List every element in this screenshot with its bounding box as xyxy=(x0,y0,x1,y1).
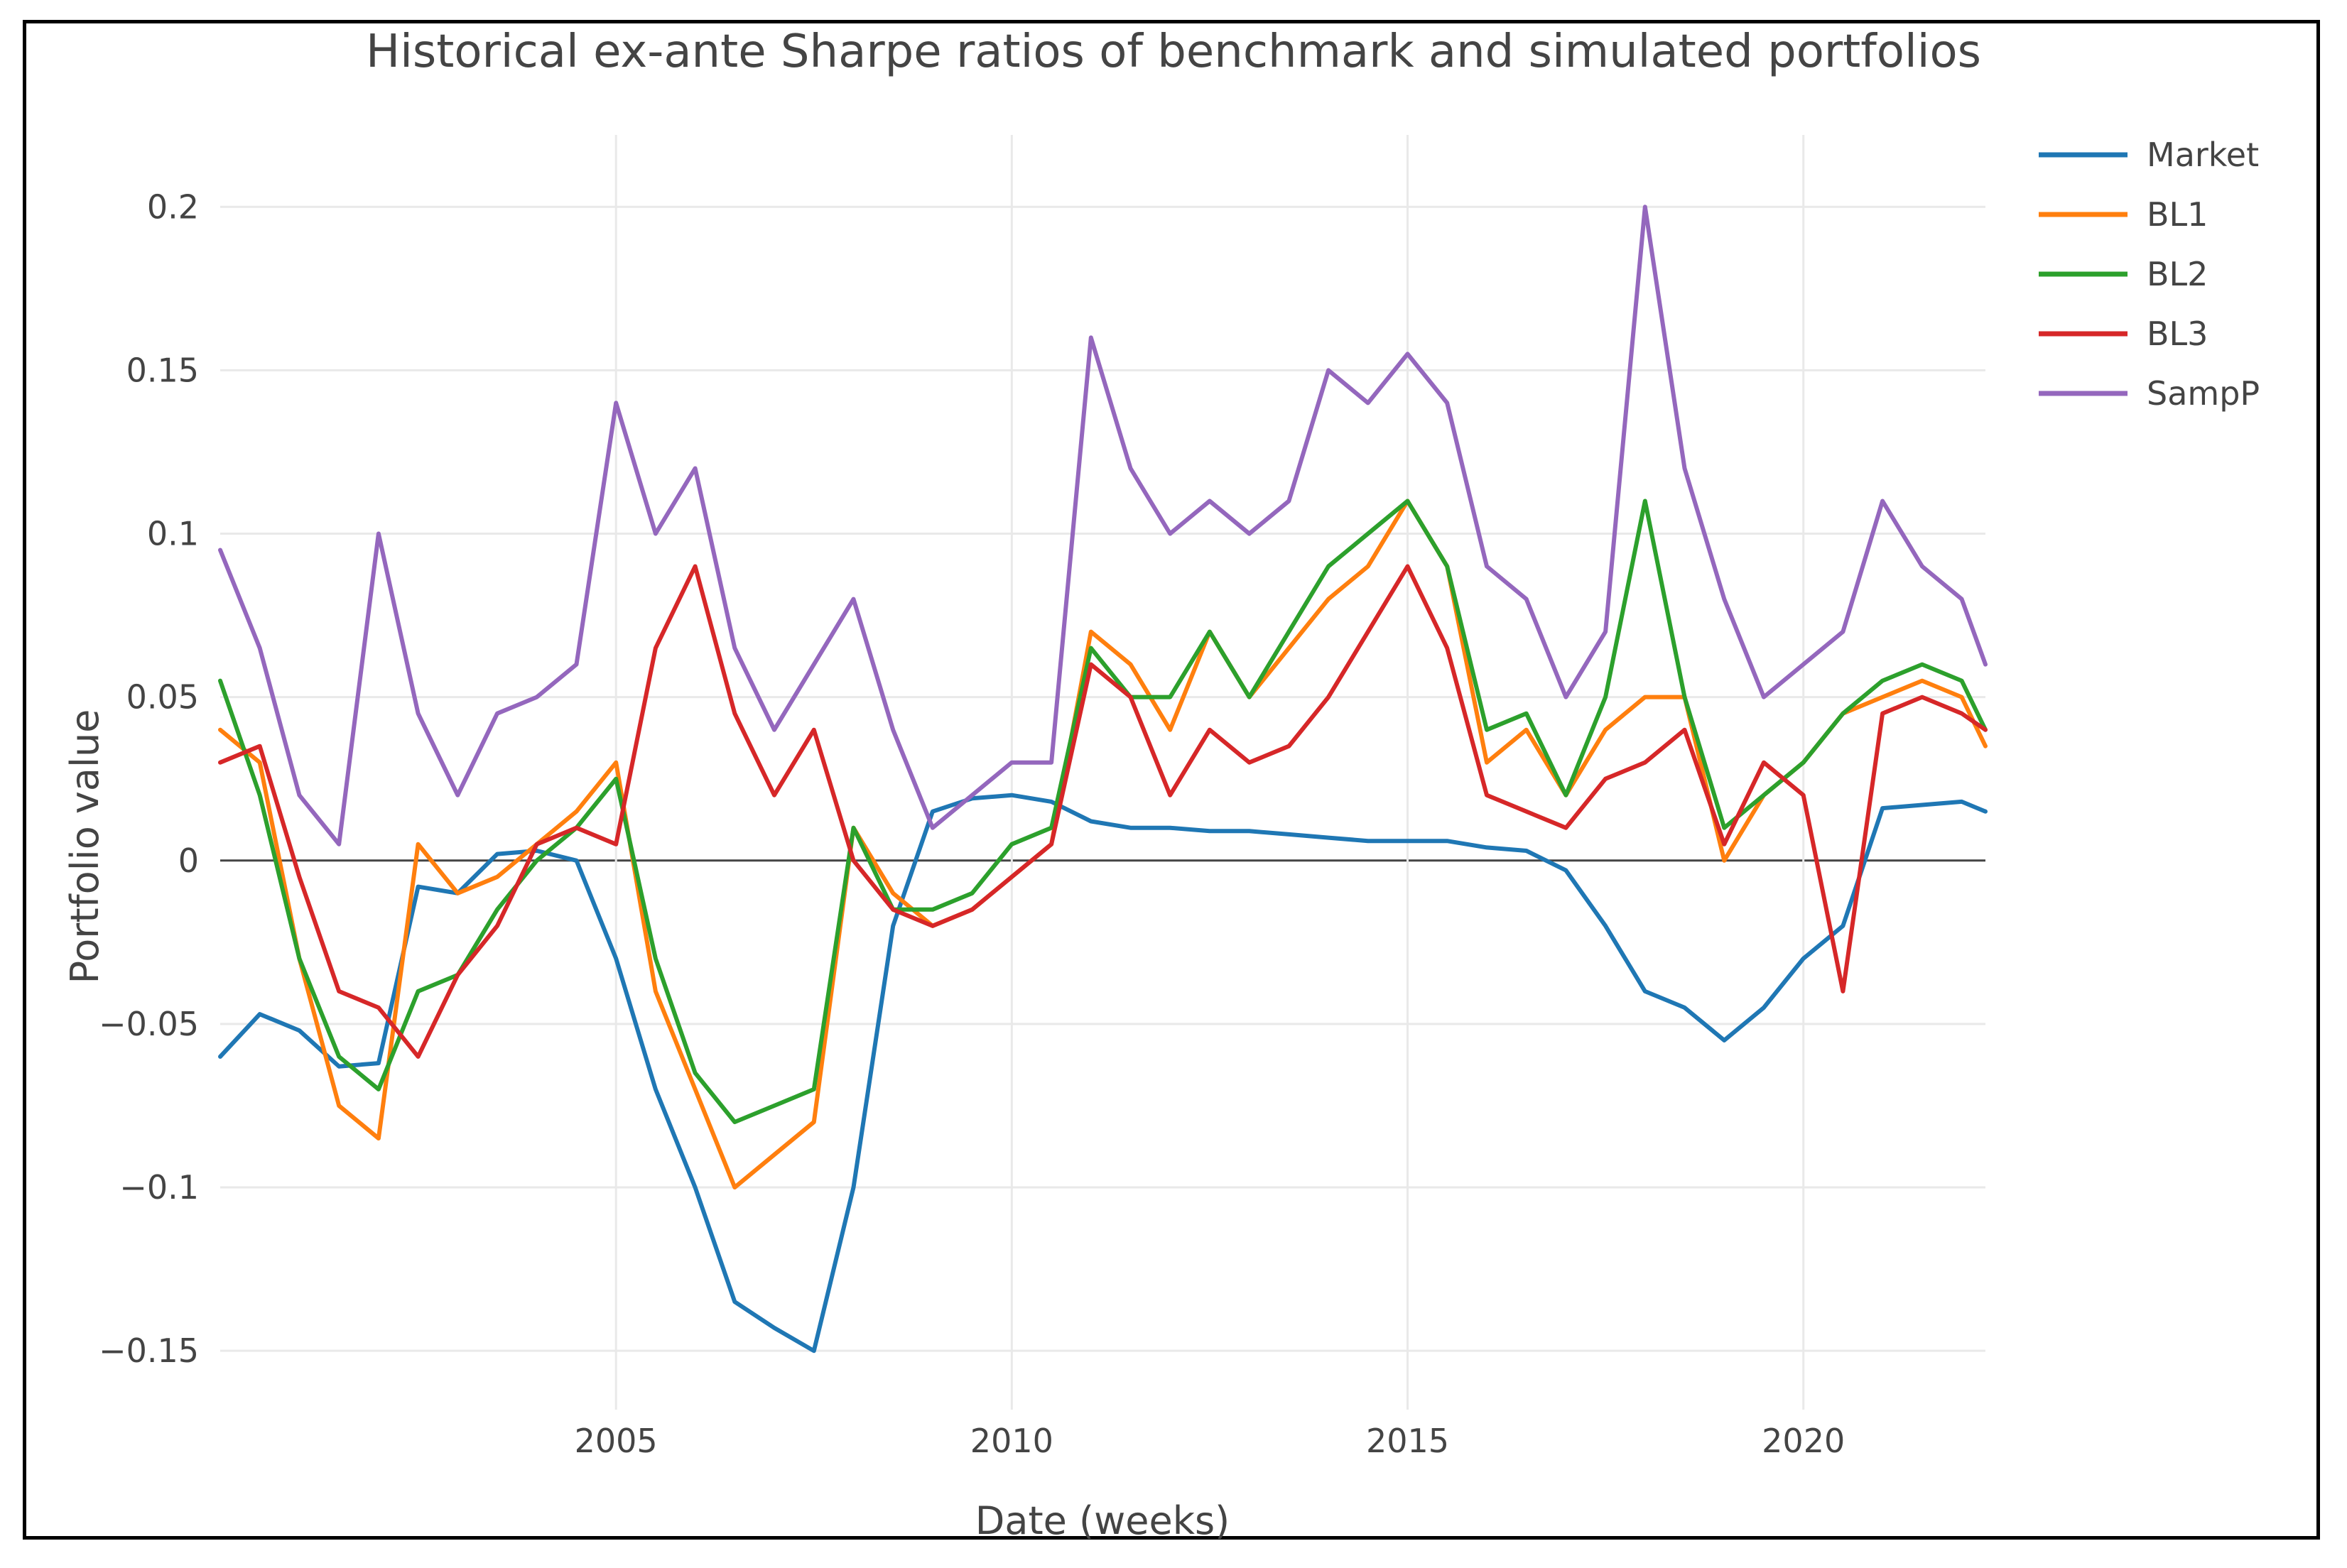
x-tick-label: 2020 xyxy=(1762,1422,1845,1460)
series-line-bl1 xyxy=(218,499,1988,1189)
y-tick-label: 0.2 xyxy=(147,187,199,226)
legend-label-sampp: SampP xyxy=(2147,374,2260,413)
tick-layer: −0.15 −0.1 −0.05 0 0.05 0.1 0.15 0.2 2005 2010 201… xyxy=(99,187,1845,1460)
y-tick-label: −0.1 xyxy=(119,1168,199,1207)
series-line-sampp xyxy=(218,205,1988,846)
legend: Market BL1 BL2 BL3 SampP xyxy=(2039,136,2260,413)
series-layer xyxy=(218,205,1988,1354)
y-axis-title: Portfolio value xyxy=(63,709,107,984)
y-tick-label: 0.15 xyxy=(126,351,199,389)
y-tick-label: −0.15 xyxy=(99,1332,199,1370)
y-tick-label: −0.05 xyxy=(99,1005,199,1043)
legend-label-bl2: BL2 xyxy=(2147,255,2208,293)
x-axis-title: Date (weeks) xyxy=(975,1498,1230,1543)
x-tick-label: 2005 xyxy=(575,1422,658,1460)
chart-frame xyxy=(23,20,2320,1540)
x-tick-label: 2015 xyxy=(1366,1422,1449,1460)
legend-label-market: Market xyxy=(2147,136,2259,174)
grid-layer xyxy=(220,135,1985,1410)
y-tick-label: 0.05 xyxy=(126,678,199,717)
y-tick-label: 0 xyxy=(178,842,199,880)
y-tick-label: 0.1 xyxy=(147,515,199,553)
series-line-bl3 xyxy=(218,564,1988,1059)
chart-title: Historical ex-ante Sharpe ratios of benc… xyxy=(366,26,1981,78)
legend-label-bl3: BL3 xyxy=(2147,315,2208,353)
legend-label-bl1: BL1 xyxy=(2147,195,2208,234)
series-line-market xyxy=(218,793,1988,1354)
x-tick-label: 2010 xyxy=(970,1422,1053,1460)
